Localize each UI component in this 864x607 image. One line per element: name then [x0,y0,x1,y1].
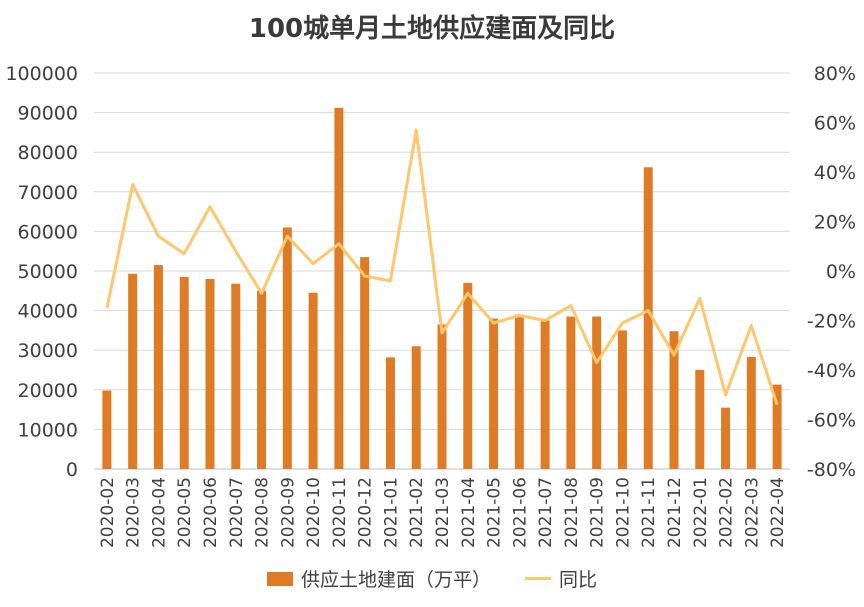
bar [489,318,499,469]
bar [437,324,447,469]
legend-bar-label: 供应土地建面（万平） [300,569,491,591]
bar [102,390,112,469]
y-right-tick-label: -60% [807,410,856,432]
x-tick-label: 2021-08 [562,477,582,548]
x-tick-label: 2022-01 [691,477,711,548]
x-tick-label: 2020-02 [98,477,118,548]
bar [669,331,679,469]
y-right-tick-label: -20% [807,311,856,333]
x-tick-label: 2021-12 [665,477,685,548]
bar [617,330,627,469]
bar [282,227,292,469]
x-tick-label: 2021-09 [588,477,608,548]
y-right-tick-label: -80% [807,459,856,481]
bar [128,273,138,469]
y-right-tick-label: 0% [826,261,856,283]
x-tick-label: 2020-11 [330,477,350,548]
legend-line-swatch [525,577,551,580]
x-tick-label: 2020-09 [278,477,298,548]
x-tick-label: 2020-04 [149,477,169,548]
x-tick-label: 2021-04 [459,477,479,548]
left-axis: 0 10000 20000 30000 40000 50000 60000 70000 8000… [5,63,78,481]
bar [257,290,267,469]
y-left-tick-label: 0 [66,459,78,481]
legend-line-label: 同比 [559,569,598,591]
x-tick-label: 2021-06 [510,477,530,548]
x-tick-label: 2021-05 [485,477,505,548]
bar [179,276,189,469]
x-tick-label: 2020-08 [253,477,273,548]
legend-item-line: 同比 [525,565,597,592]
bar [514,314,524,469]
legend-bar-swatch [266,571,293,586]
legend-item-bar: 供应土地建面（万平） [266,565,491,592]
legend: 供应土地建面（万平） 同比 [0,565,864,592]
x-tick-label: 2021-01 [381,477,401,548]
bar [463,282,473,469]
x-axis: 2020-02 2020-03 2020-04 2020-05 2020-06 2020-… [98,477,788,548]
bar [153,265,163,469]
y-left-tick-label: 70000 [18,182,78,204]
bar [643,167,653,470]
y-left-tick-label: 100000 [5,63,78,85]
bar [540,320,550,469]
x-tick-label: 2021-07 [536,477,556,548]
chart-title: 100城单月土地供应建面及同比 [248,14,616,44]
y-left-tick-label: 40000 [18,301,78,323]
bar [411,346,421,469]
bar [592,316,602,469]
x-tick-label: 2021-03 [433,477,453,548]
y-left-tick-label: 80000 [18,142,78,164]
x-tick-label: 2020-03 [124,477,144,548]
y-left-tick-label: 60000 [18,221,78,243]
bar [746,356,756,469]
y-left-tick-label: 30000 [18,340,78,362]
bar [566,316,576,469]
y-right-tick-label: 20% [814,212,856,234]
right-axis: -80% -60% -40% -20% 0% 20% 40% 60% 80% [807,63,856,481]
bar [695,370,705,469]
y-right-tick-label: 40% [814,162,856,184]
bar [205,278,215,469]
y-left-tick-label: 20000 [18,380,78,402]
bar [385,357,395,469]
x-tick-label: 2020-10 [304,477,324,548]
x-tick-label: 2020-12 [356,477,376,548]
bar [721,407,731,469]
x-tick-label: 2020-06 [201,477,221,548]
x-tick-label: 2021-10 [613,477,633,548]
bar [231,283,241,469]
bar [360,257,370,469]
x-tick-label: 2022-03 [742,477,762,548]
bar-series [102,107,782,470]
x-tick-label: 2021-11 [639,477,659,548]
x-tick-label: 2020-05 [175,477,195,548]
y-left-tick-label: 10000 [18,419,78,441]
x-tick-label: 2022-02 [717,477,737,548]
x-tick-label: 2022-04 [768,477,788,548]
x-tick-label: 2021-02 [407,477,427,548]
bar [334,107,344,470]
y-right-tick-label: -40% [807,360,856,382]
bar [772,384,782,469]
line-series [105,128,779,406]
y-left-tick-label: 90000 [18,103,78,125]
y-right-tick-label: 60% [814,113,856,135]
y-right-tick-label: 80% [814,63,856,85]
y-left-tick-label: 50000 [18,261,78,283]
x-tick-label: 2020-07 [227,477,247,548]
bar [308,292,318,469]
